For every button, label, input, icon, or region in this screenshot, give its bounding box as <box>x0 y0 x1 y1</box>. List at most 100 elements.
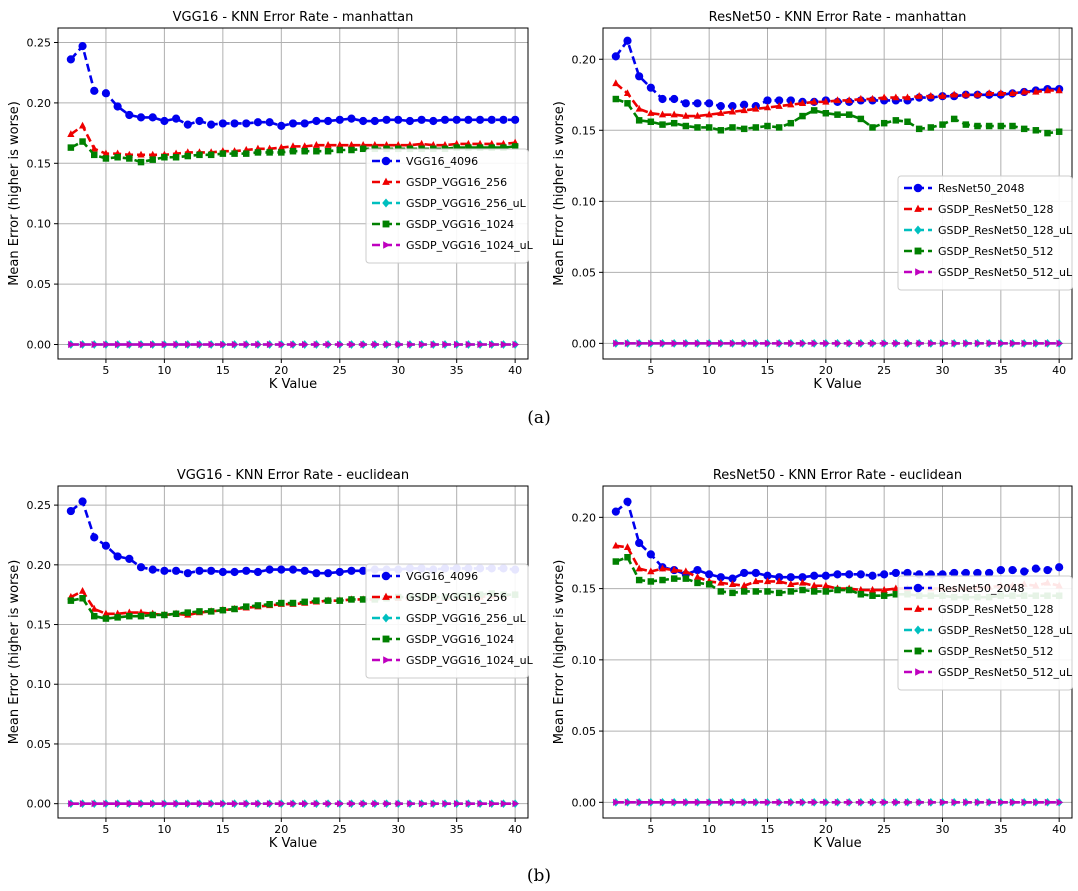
x-tick-label: 30 <box>391 823 405 836</box>
legend-label: GSDP_ResNet50_512_uL <box>938 266 1073 279</box>
data-point <box>266 800 274 808</box>
data-point <box>670 110 678 118</box>
data-point <box>786 573 795 582</box>
data-point <box>753 339 760 347</box>
data-point <box>207 151 215 159</box>
caption-b: (b) <box>526 866 552 886</box>
chart-title: VGG16 - KNN Error Rate - manhattan <box>173 10 414 25</box>
data-point <box>623 89 632 97</box>
data-point <box>161 800 169 808</box>
data-point <box>196 340 204 349</box>
data-point <box>277 121 286 130</box>
data-point <box>102 615 110 622</box>
data-point <box>764 798 772 806</box>
legend-label: GSDP_VGG16_1024 <box>406 633 514 646</box>
x-axis-label: K Value <box>813 836 861 851</box>
data-point <box>974 798 982 806</box>
data-point <box>740 125 748 133</box>
y-tick-label: 0.10 <box>572 654 597 667</box>
x-tick-label: 40 <box>508 364 522 377</box>
data-point <box>1021 339 1029 347</box>
data-point <box>347 141 356 148</box>
data-point <box>1032 87 1040 95</box>
x-tick-label: 25 <box>333 364 347 377</box>
data-point <box>301 800 309 808</box>
data-point <box>278 800 286 808</box>
data-point <box>67 130 75 138</box>
data-point <box>230 119 239 128</box>
data-point <box>928 339 935 347</box>
data-point <box>927 92 935 99</box>
data-point <box>787 119 795 127</box>
data-point <box>1056 339 1064 347</box>
data-point <box>741 798 749 806</box>
data-point <box>184 152 192 160</box>
data-point <box>113 552 122 561</box>
data-point <box>705 570 714 579</box>
data-point <box>290 800 298 808</box>
data-point <box>79 595 86 602</box>
data-point <box>799 112 806 120</box>
data-point <box>430 800 438 808</box>
data-point <box>916 798 924 806</box>
x-tick-label: 15 <box>761 364 775 377</box>
x-tick-label: 5 <box>647 364 654 377</box>
data-point <box>137 150 145 158</box>
y-tick-label: 0.25 <box>27 36 52 49</box>
data-point <box>811 339 819 347</box>
data-point <box>102 155 110 162</box>
data-point <box>278 149 285 156</box>
data-point <box>996 565 1005 575</box>
data-point <box>1021 798 1029 806</box>
data-point <box>452 115 461 124</box>
data-point <box>624 339 632 347</box>
data-point <box>407 800 415 808</box>
legend-label: ResNet50_2048 <box>938 582 1024 595</box>
data-point <box>869 339 877 347</box>
data-point <box>880 592 888 599</box>
legend-marker <box>382 177 390 185</box>
data-point <box>611 52 620 61</box>
data-point <box>1031 564 1040 573</box>
legend-marker <box>914 247 922 255</box>
legend-label: GSDP_VGG16_256_uL <box>406 197 527 210</box>
data-point <box>231 340 239 349</box>
data-point <box>336 141 344 148</box>
legend-marker <box>914 604 922 612</box>
y-axis-label: Mean Error (higher is worse) <box>7 101 22 286</box>
data-point <box>962 121 970 128</box>
data-point <box>823 339 830 347</box>
data-point <box>752 577 760 585</box>
chart-title: ResNet50 - KNN Error Rate - euclidean <box>713 468 962 483</box>
data-point <box>172 154 180 161</box>
data-point <box>195 566 204 575</box>
x-axis-label: K Value <box>269 377 317 392</box>
x-axis-label: K Value <box>813 377 861 392</box>
data-point <box>787 100 795 108</box>
y-tick-label: 0.20 <box>572 511 597 524</box>
data-point <box>857 94 865 102</box>
legend-label: GSDP_VGG16_1024_uL <box>406 239 534 252</box>
series-VGG16_4096 <box>66 42 520 130</box>
x-tick-label: 20 <box>274 823 288 836</box>
data-point <box>904 118 911 125</box>
data-point <box>659 339 667 347</box>
data-point <box>647 567 655 575</box>
data-point <box>265 118 274 127</box>
legend: VGG16_4096 GSDP_VGG16_256 GSDP_VGG16_256_u… <box>365 563 534 679</box>
series-GSDP_VGG16_1024_uL <box>68 340 520 349</box>
y-tick-label: 0.20 <box>572 53 597 66</box>
legend-marker <box>383 241 391 249</box>
data-point <box>477 800 485 808</box>
x-tick-label: 30 <box>391 364 405 377</box>
data-point <box>150 800 157 808</box>
x-tick-label: 5 <box>102 364 109 377</box>
x-tick-label: 5 <box>102 823 109 836</box>
x-tick-label: 40 <box>1052 364 1066 377</box>
data-point <box>985 122 993 130</box>
data-point <box>500 800 508 808</box>
data-point <box>337 800 344 808</box>
data-point <box>91 340 99 349</box>
data-point <box>869 798 877 806</box>
data-point <box>822 588 830 595</box>
